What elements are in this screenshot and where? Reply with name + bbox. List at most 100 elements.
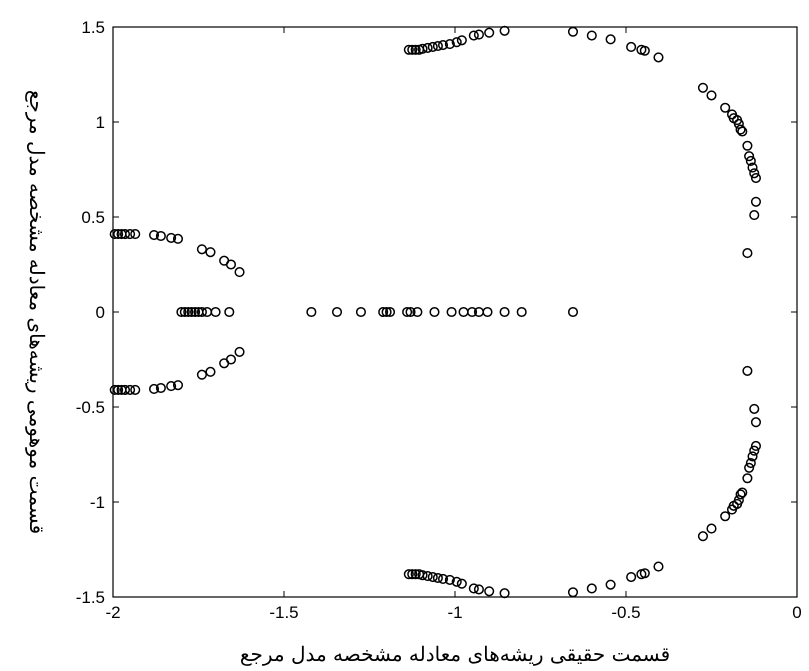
- x-axis-label: قسمت حقیقی ریشه‌های معادله مشخصه مدل مرج…: [240, 642, 670, 666]
- root-point: [130, 384, 141, 395]
- root-point: [410, 569, 421, 580]
- root-point: [155, 230, 166, 242]
- root-point: [451, 576, 462, 587]
- root-point: [331, 306, 343, 318]
- root-point: [113, 384, 124, 395]
- root-point: [735, 489, 746, 500]
- root-point: [437, 40, 449, 51]
- root-point: [427, 41, 438, 53]
- root-point: [745, 458, 756, 469]
- root-point: [172, 380, 184, 391]
- root-point: [166, 381, 177, 392]
- root-point: [148, 383, 160, 395]
- root-point: [742, 248, 753, 259]
- root-point: [225, 259, 237, 270]
- root-point: [417, 570, 428, 581]
- root-point: [468, 30, 479, 41]
- root-point: [697, 531, 709, 542]
- root-point: [747, 162, 758, 173]
- root-point: [750, 417, 762, 428]
- root-point: [456, 578, 467, 589]
- root-point: [749, 210, 760, 221]
- root-point: [403, 569, 414, 580]
- plot-frame: [112, 26, 798, 598]
- root-point: [410, 44, 421, 55]
- root-point: [742, 365, 753, 376]
- root-point: [384, 306, 396, 318]
- root-point: [407, 569, 418, 580]
- root-point: [737, 126, 748, 137]
- root-point: [432, 572, 443, 584]
- root-point: [653, 561, 664, 572]
- root-point: [744, 151, 755, 162]
- root-point: [234, 267, 245, 278]
- root-point: [567, 587, 579, 598]
- root-point: [130, 229, 141, 240]
- root-point: [750, 173, 762, 184]
- root-point: [484, 27, 495, 38]
- root-point: [417, 43, 428, 54]
- root-point: [125, 229, 136, 240]
- root-point: [737, 487, 748, 498]
- root-point: [499, 306, 510, 318]
- root-point: [196, 306, 207, 318]
- root-point: [148, 230, 160, 241]
- root-point: [402, 306, 413, 318]
- root-point: [516, 306, 527, 318]
- root-point: [747, 451, 758, 462]
- root-point: [653, 52, 664, 63]
- y-tick-label: 0.5: [81, 208, 105, 227]
- root-point: [697, 82, 709, 93]
- root-point: [381, 306, 392, 318]
- root-point: [202, 306, 213, 318]
- root-point: [224, 306, 235, 318]
- root-point: [744, 462, 755, 473]
- root-point: [456, 35, 467, 46]
- root-point: [626, 41, 637, 53]
- root-point: [473, 29, 484, 40]
- x-tick-label: -1: [447, 603, 462, 622]
- root-point: [742, 140, 753, 151]
- root-point: [412, 306, 423, 318]
- root-point: [432, 40, 443, 52]
- root-point: [186, 306, 197, 318]
- root-point: [403, 44, 414, 55]
- root-point: [742, 473, 753, 484]
- root-point: [750, 440, 762, 452]
- root-point: [427, 572, 438, 583]
- root-point: [499, 25, 510, 36]
- root-point: [422, 571, 433, 582]
- y-tick-label: 1: [96, 113, 105, 132]
- root-point: [444, 39, 455, 50]
- root-point: [482, 306, 493, 318]
- root-point: [706, 90, 717, 101]
- root-point: [451, 37, 462, 48]
- root-point: [179, 306, 190, 318]
- root-point: [473, 584, 484, 595]
- root-point: [567, 26, 579, 37]
- root-point: [586, 30, 597, 41]
- root-point: [183, 306, 194, 318]
- root-point: [196, 244, 207, 255]
- root-point: [306, 306, 317, 318]
- root-point: [234, 346, 245, 357]
- root-point: [458, 306, 469, 318]
- root-point: [567, 306, 579, 318]
- root-point: [484, 586, 495, 597]
- root-point: [437, 573, 449, 585]
- root-point: [196, 369, 207, 380]
- root-point: [190, 306, 201, 318]
- root-point: [205, 366, 216, 377]
- x-tick-label: -1.5: [269, 603, 298, 622]
- root-point: [119, 229, 131, 240]
- root-point: [750, 196, 762, 207]
- x-tick-label: -0.5: [611, 603, 640, 622]
- y-tick-label: -0.5: [76, 398, 105, 417]
- root-point: [735, 124, 746, 135]
- root-point: [749, 403, 760, 414]
- x-tick-label: -2: [105, 603, 120, 622]
- root-point: [749, 445, 760, 456]
- root-point: [225, 354, 237, 365]
- y-tick-label: 1.5: [81, 18, 105, 37]
